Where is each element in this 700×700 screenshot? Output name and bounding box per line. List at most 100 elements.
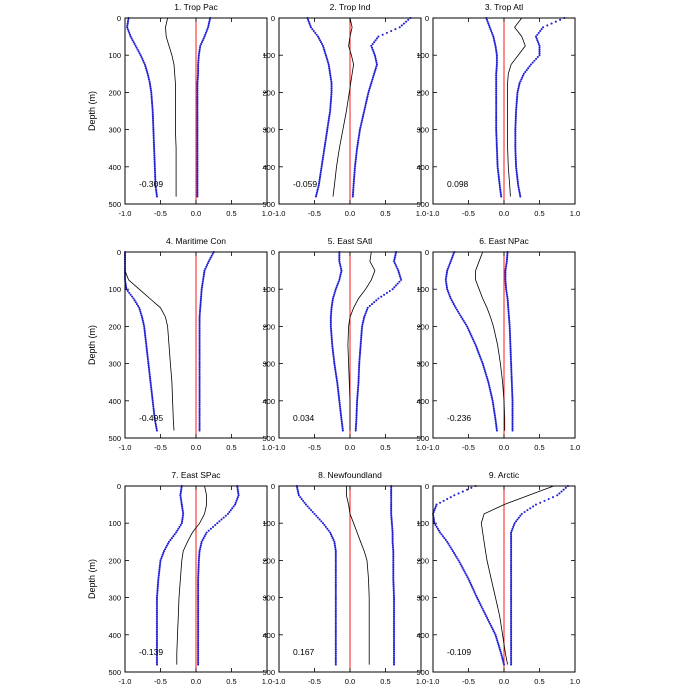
- bound-point-upper: [510, 592, 513, 595]
- bound-point-upper: [203, 35, 206, 38]
- bound-point-upper: [357, 377, 360, 380]
- bound-point-upper: [504, 286, 508, 289]
- bound-point-upper: [237, 494, 240, 497]
- bound-point-lower: [495, 126, 498, 129]
- bound-point-lower: [138, 52, 141, 55]
- bound-point-lower: [495, 102, 498, 105]
- bound-point-upper: [510, 611, 513, 614]
- bound-point-lower: [172, 535, 175, 538]
- bound-point-lower: [334, 587, 337, 590]
- bound-point-upper: [392, 598, 396, 601]
- bound-point-upper: [510, 657, 513, 661]
- bound-point-lower: [337, 392, 340, 395]
- bound-point-upper: [207, 24, 210, 27]
- bound-point-lower: [441, 535, 444, 538]
- bound-point-lower: [329, 316, 332, 319]
- bound-point-upper: [538, 54, 541, 57]
- x-tick-label: 0.0: [191, 443, 201, 452]
- bound-point-upper: [392, 607, 396, 610]
- bound-point-upper: [392, 622, 396, 625]
- bound-point-upper: [392, 646, 396, 649]
- bound-point-upper: [509, 353, 512, 356]
- bound-point-upper: [198, 358, 201, 361]
- bound-point-lower: [152, 139, 155, 142]
- bound-point-lower: [495, 87, 498, 90]
- y-tick-label: 100: [262, 51, 275, 60]
- bound-point-upper: [511, 394, 514, 397]
- bound-point-lower: [446, 269, 449, 272]
- bound-point-upper: [511, 397, 514, 400]
- bound-point-upper: [357, 383, 360, 386]
- bound-point-lower: [319, 169, 323, 172]
- bound-point-lower: [446, 540, 449, 543]
- bound-point-lower: [336, 284, 339, 287]
- y-tick-label: 300: [416, 360, 429, 369]
- bound-point-upper: [196, 119, 199, 122]
- bound-point-lower: [154, 182, 157, 185]
- bound-point-upper: [514, 152, 517, 155]
- bound-point-lower: [148, 371, 151, 374]
- bound-point-lower: [151, 109, 154, 113]
- bound-point-lower: [315, 33, 318, 36]
- bound-point-lower: [481, 362, 484, 365]
- bound-point-upper: [392, 641, 396, 644]
- bound-point-upper: [505, 293, 509, 296]
- bound-point-upper: [405, 20, 408, 23]
- bound-point-lower: [334, 661, 337, 664]
- bound-point-upper: [511, 416, 514, 419]
- bound-point-lower: [181, 518, 184, 521]
- bound-point-lower: [333, 544, 336, 547]
- bound-point-upper: [511, 527, 514, 530]
- bound-point-upper: [392, 631, 396, 634]
- bound-point-lower: [442, 499, 445, 502]
- bound-point-lower: [329, 74, 332, 77]
- bound-point-lower: [163, 550, 166, 553]
- bound-point-upper: [511, 425, 514, 428]
- bound-point-upper: [515, 173, 518, 176]
- bound-point-upper: [211, 252, 214, 255]
- bound-point-lower: [450, 299, 453, 302]
- bound-point-lower: [327, 121, 330, 124]
- bound-point-upper: [390, 496, 393, 499]
- bound-point-upper: [197, 626, 200, 629]
- bound-point-lower: [155, 425, 158, 428]
- bound-point-lower: [492, 630, 495, 633]
- bound-point-lower: [341, 427, 344, 430]
- bound-point-lower: [334, 646, 337, 649]
- bound-point-upper: [198, 399, 201, 402]
- bound-point-upper: [392, 555, 395, 558]
- bound-point-upper: [355, 407, 358, 410]
- bound-point-lower: [156, 587, 159, 590]
- bound-point-upper: [198, 427, 201, 430]
- bound-point-upper: [514, 113, 517, 116]
- bound-point-lower: [334, 641, 337, 644]
- bound-point-lower: [152, 143, 156, 146]
- bound-point-lower: [155, 646, 158, 649]
- bound-point-upper: [390, 501, 393, 504]
- bound-point-lower: [147, 362, 150, 365]
- bound-point-lower: [493, 414, 496, 417]
- bound-point-lower: [460, 316, 463, 319]
- bound-point-upper: [196, 135, 199, 139]
- bound-point-lower: [445, 284, 448, 287]
- bound-point-lower: [334, 615, 337, 618]
- bound-point-upper: [527, 67, 530, 70]
- bound-point-upper: [391, 525, 394, 528]
- bound-point-upper: [231, 507, 234, 510]
- panel-title: 1. Trop Pac: [174, 2, 218, 12]
- bound-point-lower: [495, 61, 498, 64]
- bound-point-upper: [391, 529, 394, 532]
- y-tick-label: 200: [262, 556, 275, 565]
- bound-point-upper: [197, 570, 200, 573]
- y-tick-label: 0: [425, 14, 429, 23]
- bound-point-lower: [495, 427, 498, 430]
- bound-point-upper: [510, 635, 513, 638]
- bound-point-upper: [198, 418, 201, 421]
- bound-point-lower: [325, 134, 328, 137]
- bound-point-upper: [391, 540, 394, 543]
- bound-point-upper: [198, 364, 201, 367]
- bound-point-lower: [334, 590, 337, 594]
- bound-point-upper: [196, 195, 199, 198]
- bound-point-lower: [335, 286, 338, 289]
- bound-point-lower: [300, 497, 303, 501]
